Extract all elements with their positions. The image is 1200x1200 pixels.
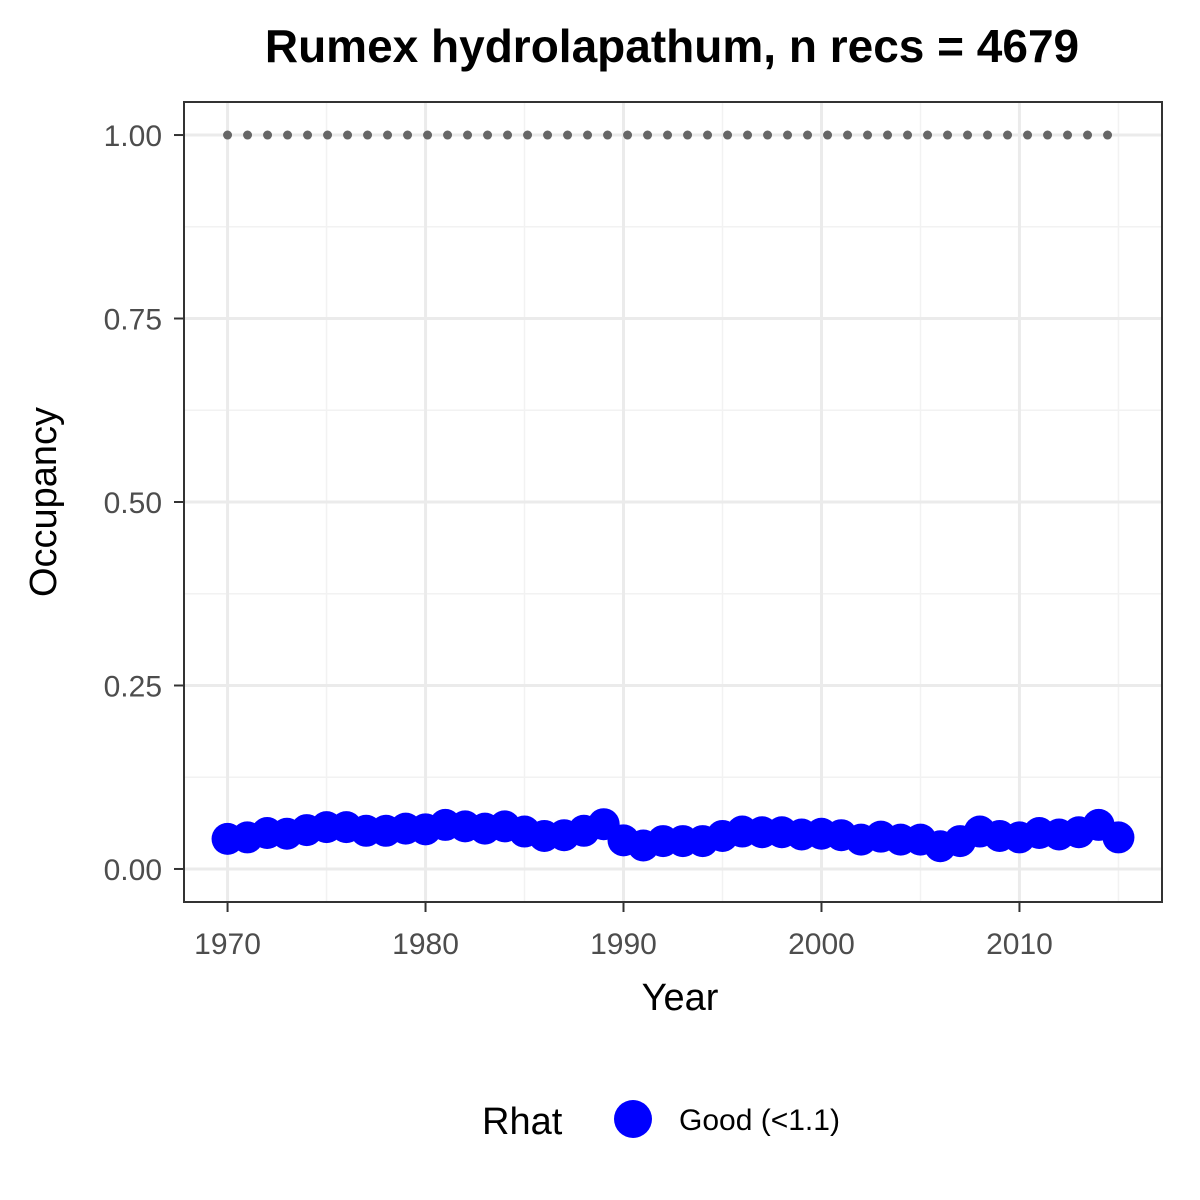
y-axis-title: Occupancy [23,407,65,597]
y-tick-label: 0.25 [104,670,162,703]
x-tick-label: 1990 [590,928,657,961]
data-series [211,130,1135,863]
legend-title: Rhat [482,1101,563,1143]
x-tick-label: 2000 [788,928,855,961]
x-axis-title: Year [642,977,719,1019]
x-tick-label: 2010 [986,928,1053,961]
x-tick-label: 1980 [392,928,459,961]
legend-label-good: Good (<1.1) [679,1104,840,1137]
x-tick-label: 1970 [194,928,261,961]
occupancy-point [1102,821,1135,854]
y-tick-label: 0.00 [104,854,162,887]
grid-lines [184,102,1162,902]
legend-key-good [614,1100,652,1138]
y-tick-label: 0.50 [104,487,162,520]
axis-ticks: 1970 1980 1990 2000 2010 0.00 0.25 0.50 0.75 1.00 [104,120,1053,961]
y-tick-label: 0.75 [104,304,162,337]
y-tick-label: 1.00 [104,120,162,153]
legend: Rhat Good (<1.1) [482,1100,840,1143]
chart-title: Rumex hydrolapathum, n recs = 4679 [265,20,1079,72]
